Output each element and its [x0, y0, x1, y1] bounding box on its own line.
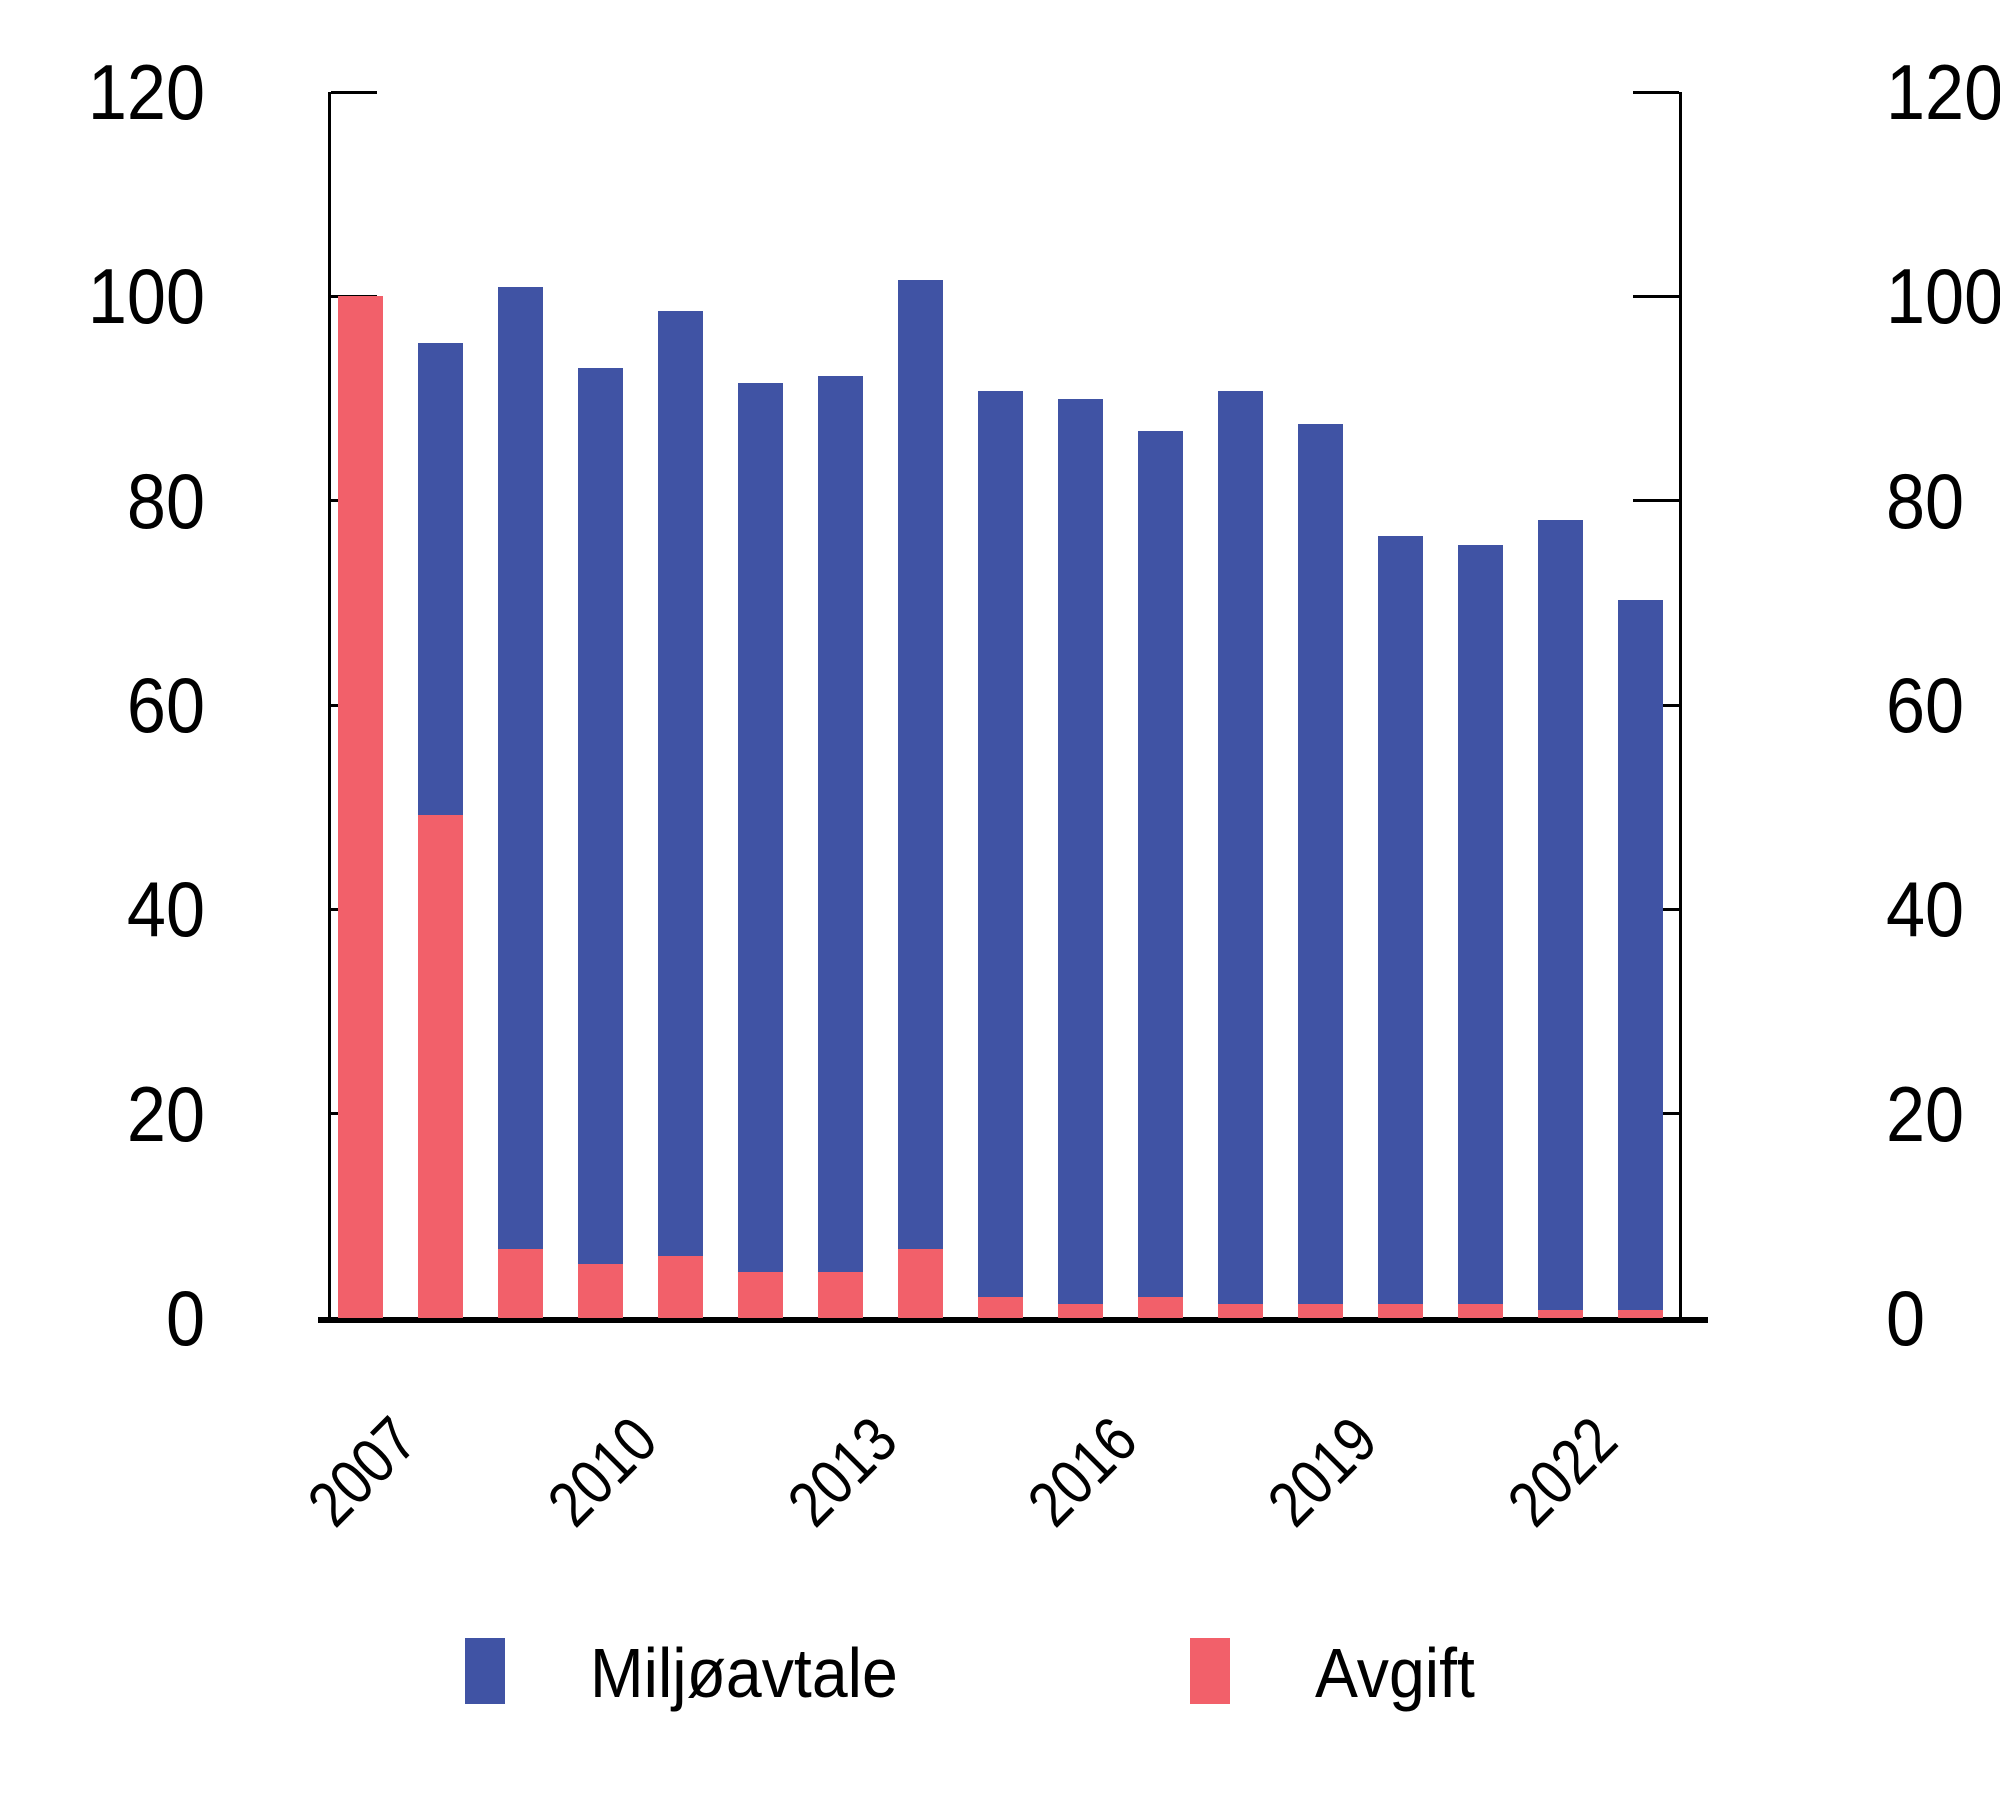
legend-swatch-avgift — [1190, 1638, 1230, 1704]
bar-segment-miljoavtale-2014 — [898, 279, 943, 1249]
bar-segment-miljoavtale-2017 — [1138, 431, 1183, 1297]
y-axis-label-right: 0 — [1886, 1274, 1926, 1362]
y-tick-right-120 — [1633, 90, 1679, 94]
y-axis-label-right: 20 — [1886, 1069, 1965, 1158]
y-axis-label-right: 60 — [1886, 661, 1965, 749]
bar-segment-avgift-2007 — [338, 296, 383, 1318]
x-axis-label-2016: 2016 — [1014, 1403, 1151, 1540]
bar-segment-avgift-2023 — [1618, 1309, 1663, 1318]
bar-segment-avgift-2013 — [818, 1272, 863, 1318]
bar-segment-avgift-2014 — [898, 1248, 943, 1318]
bar-segment-avgift-2016 — [1058, 1303, 1103, 1318]
bar-segment-avgift-2022 — [1538, 1309, 1583, 1318]
bar-segment-miljoavtale-2009 — [498, 287, 543, 1249]
y-axis-label-right: 120 — [1886, 48, 2000, 136]
bar-segment-avgift-2017 — [1138, 1296, 1183, 1318]
bar-segment-miljoavtale-2010 — [578, 367, 623, 1264]
bar-segment-miljoavtale-2011 — [658, 310, 703, 1256]
bar-segment-miljoavtale-2013 — [818, 376, 863, 1273]
y-tick-right-80 — [1633, 499, 1679, 503]
x-axis-line — [318, 1317, 1708, 1323]
bar-segment-avgift-2008 — [418, 815, 463, 1318]
bar-segment-avgift-2010 — [578, 1263, 623, 1318]
bar-segment-miljoavtale-2023 — [1618, 599, 1663, 1310]
bar-segment-avgift-2020 — [1378, 1303, 1423, 1318]
bar-segment-miljoavtale-2020 — [1378, 536, 1423, 1304]
y-axis-label-left: 40 — [126, 865, 205, 954]
x-axis-label-2019: 2019 — [1254, 1403, 1391, 1540]
bar-segment-miljoavtale-2021 — [1458, 544, 1503, 1304]
bar-segment-avgift-2018 — [1218, 1303, 1263, 1318]
y-axis-label-right: 40 — [1886, 865, 1965, 954]
x-axis-label-2010: 2010 — [534, 1403, 671, 1540]
bar-segment-avgift-2019 — [1298, 1303, 1343, 1318]
y-axis-label-left: 100 — [87, 252, 205, 341]
x-axis-label-2022: 2022 — [1494, 1403, 1631, 1540]
legend-swatch-miljoavtale — [465, 1638, 505, 1704]
y-tick-right-100 — [1633, 294, 1679, 298]
y-axis-label-left: 80 — [126, 456, 205, 545]
y-axis-label-left: 60 — [126, 661, 205, 749]
bar-segment-miljoavtale-2016 — [1058, 398, 1103, 1304]
y-axis-label-left: 20 — [126, 1069, 205, 1158]
y-axis-label-left: 0 — [165, 1274, 205, 1362]
bar-segment-avgift-2015 — [978, 1296, 1023, 1318]
bar-segment-miljoavtale-2018 — [1218, 391, 1263, 1304]
bar-segment-miljoavtale-2015 — [978, 391, 1023, 1297]
y-axis-right-spine — [1679, 92, 1682, 1321]
y-axis-left-spine — [328, 92, 331, 1321]
bar-segment-avgift-2021 — [1458, 1303, 1503, 1318]
bar-segment-avgift-2011 — [658, 1255, 703, 1318]
x-axis-label-2007: 2007 — [294, 1403, 431, 1540]
bar-segment-miljoavtale-2012 — [738, 383, 783, 1273]
bar-segment-miljoavtale-2022 — [1538, 520, 1583, 1310]
x-axis-label-2013: 2013 — [774, 1403, 911, 1540]
bar-segment-miljoavtale-2019 — [1298, 424, 1343, 1304]
y-tick-left-120 — [331, 90, 377, 94]
y-axis-label-left: 120 — [87, 48, 205, 136]
legend-label-avgift: Avgift — [1315, 1634, 1475, 1712]
y-axis-label-right: 80 — [1886, 456, 1965, 545]
bar-segment-miljoavtale-2008 — [418, 343, 463, 816]
bar-segment-avgift-2012 — [738, 1272, 783, 1318]
legend-label-miljoavtale: Miljøavtale — [590, 1634, 898, 1712]
y-axis-label-right: 100 — [1886, 252, 2000, 341]
bar-segment-avgift-2009 — [498, 1248, 543, 1318]
